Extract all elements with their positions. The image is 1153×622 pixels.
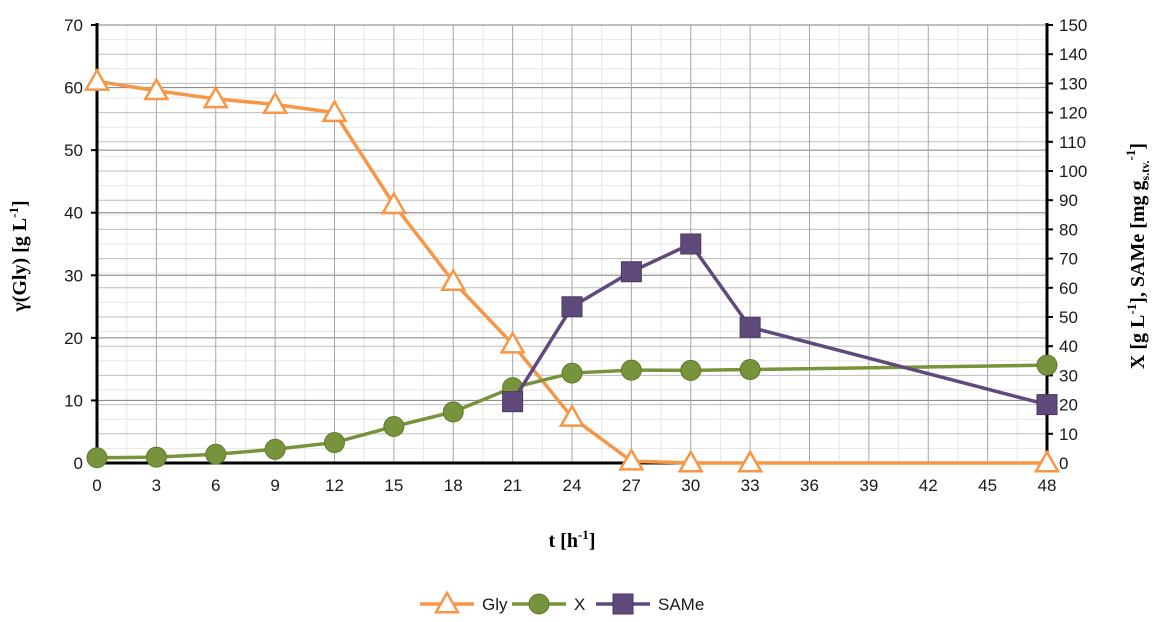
data-point-gly <box>499 330 526 354</box>
y-left-tick-label: 20 <box>64 329 83 348</box>
data-point-same <box>620 261 642 283</box>
series-line-same <box>511 242 1048 407</box>
legend: Gly X SAMe <box>420 590 704 615</box>
data-point-x <box>1036 354 1058 376</box>
y-left-tick-label: 10 <box>64 391 83 410</box>
data-point-same <box>561 296 583 318</box>
x-tick-label: 6 <box>211 476 220 495</box>
y-left-tick-label: 0 <box>74 454 83 473</box>
series-gly <box>83 67 1061 473</box>
tick-labels: 0 3 6 9 12 15 18 21 24 27 30 33 36 39 42 45 480102030405… <box>64 16 1087 495</box>
y-right-tick-label: 10 <box>1059 425 1078 444</box>
data-point-x <box>383 416 405 437</box>
series-layer <box>83 67 1061 473</box>
y-right-axis-title: X [g L-1], SAMe [mg gs.tv.-1] <box>1123 143 1152 369</box>
x-tick-label: 3 <box>152 476 161 495</box>
data-point-gly <box>618 447 645 471</box>
y-right-tick-label: 130 <box>1059 74 1087 93</box>
x-tick-label: 48 <box>1038 476 1057 495</box>
y-right-tick-label: 100 <box>1059 162 1087 181</box>
x-axis-title: t [h-1] <box>549 527 596 552</box>
legend-marker-x <box>528 593 550 615</box>
data-point-gly <box>83 67 111 91</box>
legend-label: SAMe <box>658 595 704 614</box>
y-right-tick-label: 90 <box>1059 191 1078 210</box>
data-point-x <box>680 359 702 381</box>
data-point-x <box>145 446 167 468</box>
y-right-tick-label: 70 <box>1059 250 1078 269</box>
y-right-tick-label: 20 <box>1059 396 1078 415</box>
legend-label: Gly <box>482 595 508 614</box>
data-point-same <box>1036 394 1058 416</box>
y-left-tick-label: 40 <box>64 204 83 223</box>
y-right-tick-label: 120 <box>1059 104 1087 123</box>
y-right-tick-label: 150 <box>1059 16 1087 35</box>
data-point-gly <box>736 449 764 473</box>
data-point-x <box>86 447 108 469</box>
x-tick-label: 36 <box>800 476 819 495</box>
y-left-tick-label: 70 <box>64 16 83 35</box>
data-point-gly <box>202 85 229 109</box>
data-point-same <box>502 391 524 413</box>
data-point-x <box>324 432 345 454</box>
data-point-gly <box>677 449 704 473</box>
legend-marker-same <box>612 593 634 615</box>
data-point-same <box>680 233 702 255</box>
x-tick-label: 39 <box>859 476 878 495</box>
x-tick-label: 21 <box>503 476 522 495</box>
y-right-tick-label: 60 <box>1059 279 1078 298</box>
data-point-gly <box>558 403 586 427</box>
grid <box>97 24 1047 463</box>
y-right-tick-label: 80 <box>1059 220 1078 239</box>
legend-item-gly: Gly <box>420 590 508 614</box>
data-point-same <box>739 316 761 338</box>
data-point-gly <box>261 90 289 114</box>
data-point-x <box>620 359 642 381</box>
y-left-tick-label: 60 <box>64 79 83 98</box>
x-tick-label: 42 <box>919 476 938 495</box>
y-left-tick-label: 30 <box>64 266 83 285</box>
x-tick-label: 24 <box>563 476 582 495</box>
x-tick-label: 30 <box>681 476 700 495</box>
data-point-x <box>739 359 761 381</box>
x-tick-label: 12 <box>325 476 344 495</box>
y-right-tick-label: 40 <box>1059 337 1078 356</box>
x-tick-label: 9 <box>270 476 279 495</box>
x-tick-label: 27 <box>622 476 641 495</box>
y-left-tick-label: 50 <box>64 141 83 160</box>
data-point-x <box>561 362 583 384</box>
y-left-axis-title: γ(Gly) [g L-1] <box>6 200 31 312</box>
legend-marker-gly <box>433 590 461 614</box>
data-point-x <box>442 401 464 423</box>
data-point-gly <box>143 77 170 101</box>
y-right-tick-label: 140 <box>1059 45 1087 64</box>
x-tick-label: 0 <box>92 476 101 495</box>
x-tick-label: 15 <box>384 476 403 495</box>
data-point-x <box>205 443 227 465</box>
data-point-x <box>264 438 286 460</box>
data-point-gly <box>321 99 348 123</box>
x-tick-label: 45 <box>978 476 997 495</box>
series-x <box>86 354 1058 469</box>
legend-item-same: SAMe <box>596 593 704 615</box>
data-point-gly <box>380 191 408 215</box>
legend-item-x: X <box>512 593 585 615</box>
y-right-tick-label: 50 <box>1059 308 1078 327</box>
x-tick-label: 33 <box>741 476 760 495</box>
data-point-gly <box>1033 449 1061 473</box>
y-right-tick-label: 0 <box>1059 454 1068 473</box>
y-right-tick-label: 110 <box>1059 133 1086 152</box>
legend-label: X <box>574 595 585 614</box>
y-right-tick-label: 30 <box>1059 366 1078 385</box>
data-point-gly <box>440 268 467 292</box>
series-same <box>502 233 1058 416</box>
x-tick-label: 18 <box>444 476 463 495</box>
